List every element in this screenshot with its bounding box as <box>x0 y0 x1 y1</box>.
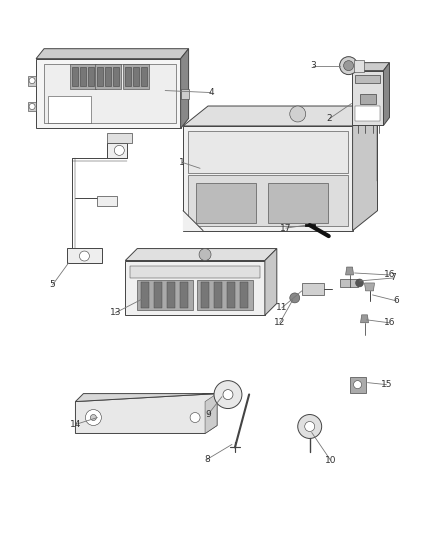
Polygon shape <box>355 106 381 122</box>
Polygon shape <box>125 261 265 316</box>
Text: 16: 16 <box>384 318 395 327</box>
Polygon shape <box>106 67 111 86</box>
Text: 11: 11 <box>276 303 288 312</box>
Polygon shape <box>154 282 162 309</box>
Polygon shape <box>137 280 193 310</box>
Polygon shape <box>81 67 86 86</box>
Text: 3: 3 <box>310 61 315 70</box>
Polygon shape <box>107 133 132 143</box>
Polygon shape <box>36 49 189 59</box>
Polygon shape <box>353 106 378 231</box>
Circle shape <box>290 106 306 122</box>
Circle shape <box>305 422 314 432</box>
Circle shape <box>114 146 124 155</box>
Polygon shape <box>97 196 117 206</box>
Polygon shape <box>48 95 91 124</box>
Polygon shape <box>180 282 188 309</box>
Circle shape <box>85 409 101 425</box>
Text: 6: 6 <box>394 296 399 305</box>
Polygon shape <box>130 265 260 278</box>
Polygon shape <box>205 393 217 433</box>
Text: 14: 14 <box>70 420 81 429</box>
Polygon shape <box>197 280 253 310</box>
Polygon shape <box>75 393 217 433</box>
Text: 2: 2 <box>327 114 332 123</box>
Circle shape <box>223 390 233 400</box>
Circle shape <box>343 61 353 71</box>
Polygon shape <box>124 63 149 88</box>
Polygon shape <box>141 67 147 86</box>
Polygon shape <box>75 393 221 401</box>
Polygon shape <box>302 283 324 295</box>
Circle shape <box>29 78 35 84</box>
Polygon shape <box>97 67 103 86</box>
Polygon shape <box>196 183 256 223</box>
Polygon shape <box>339 279 357 287</box>
Polygon shape <box>183 126 353 231</box>
Polygon shape <box>95 63 121 88</box>
Circle shape <box>214 381 242 409</box>
Polygon shape <box>180 88 189 99</box>
Polygon shape <box>214 282 222 309</box>
Text: 10: 10 <box>325 456 336 465</box>
Polygon shape <box>350 377 366 393</box>
Polygon shape <box>201 282 209 309</box>
Polygon shape <box>353 60 364 71</box>
Polygon shape <box>360 94 375 103</box>
Polygon shape <box>188 175 348 225</box>
Polygon shape <box>240 282 248 309</box>
Polygon shape <box>88 67 95 86</box>
Circle shape <box>356 279 364 287</box>
Polygon shape <box>125 67 131 86</box>
Polygon shape <box>188 131 348 173</box>
Text: 12: 12 <box>274 318 286 327</box>
Polygon shape <box>183 211 203 231</box>
Polygon shape <box>352 71 384 125</box>
Text: 5: 5 <box>49 280 55 289</box>
Polygon shape <box>180 49 189 128</box>
Circle shape <box>79 251 89 261</box>
Polygon shape <box>183 106 378 126</box>
Text: 17: 17 <box>280 224 292 232</box>
Circle shape <box>199 248 211 261</box>
Polygon shape <box>133 67 139 86</box>
Circle shape <box>190 413 200 423</box>
Polygon shape <box>384 63 389 125</box>
Text: 16: 16 <box>384 270 395 279</box>
Polygon shape <box>125 248 277 261</box>
Polygon shape <box>268 183 328 223</box>
Polygon shape <box>227 282 235 309</box>
Polygon shape <box>28 76 36 86</box>
Polygon shape <box>360 315 368 323</box>
Circle shape <box>290 293 300 303</box>
Polygon shape <box>167 282 175 309</box>
Text: 4: 4 <box>208 88 214 97</box>
Polygon shape <box>265 248 277 316</box>
Polygon shape <box>44 63 176 124</box>
Text: 9: 9 <box>205 410 211 419</box>
Circle shape <box>339 56 357 75</box>
Polygon shape <box>107 143 127 158</box>
Polygon shape <box>364 283 374 291</box>
Text: 7: 7 <box>391 273 396 282</box>
Circle shape <box>353 381 361 389</box>
Text: 1: 1 <box>179 158 185 167</box>
Circle shape <box>29 103 35 109</box>
Polygon shape <box>28 101 36 111</box>
Polygon shape <box>113 67 119 86</box>
Polygon shape <box>346 267 353 275</box>
Polygon shape <box>355 75 381 83</box>
Circle shape <box>298 415 321 439</box>
Polygon shape <box>72 67 78 86</box>
Polygon shape <box>36 59 180 128</box>
Text: 15: 15 <box>381 380 392 389</box>
Text: 8: 8 <box>204 455 210 464</box>
Circle shape <box>90 415 96 421</box>
Polygon shape <box>71 63 96 88</box>
Polygon shape <box>67 248 102 263</box>
Text: 13: 13 <box>110 309 121 317</box>
Polygon shape <box>352 63 389 71</box>
Polygon shape <box>141 282 149 309</box>
